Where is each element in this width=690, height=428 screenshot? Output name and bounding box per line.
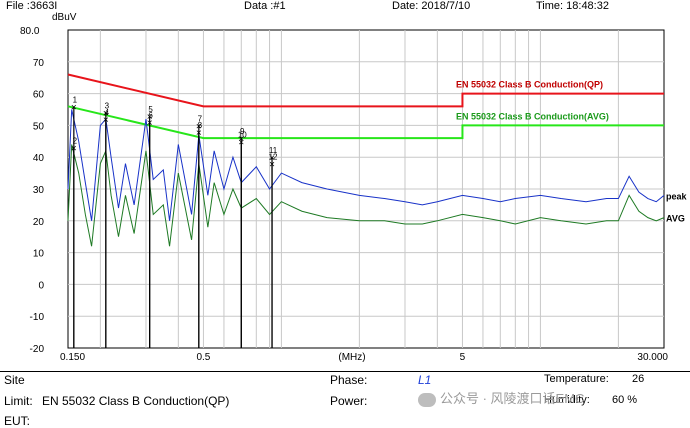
- y-tick-label: 50: [33, 121, 45, 132]
- humidity-label: Humidity:: [544, 394, 590, 406]
- x-tick-label: 0.5: [196, 352, 210, 363]
- marker-cross: ×: [196, 128, 202, 139]
- y-tick-label: 30: [33, 185, 45, 196]
- temperature-label: Temperature:: [544, 373, 609, 385]
- phase-value: L1: [418, 373, 432, 387]
- header-date: Date: 2018/7/10: [392, 0, 471, 12]
- limit-value: EN 55032 Class B Conduction(QP): [42, 394, 230, 408]
- y-tick-label: 10: [33, 249, 45, 260]
- separator: [0, 371, 690, 372]
- marker-cross: ×: [238, 134, 244, 145]
- limit-line: [67, 105, 664, 140]
- phase-label: Phase:: [330, 373, 368, 387]
- watermark-text: 公众号 · 风陵渡口话EMC: [440, 391, 585, 406]
- temperature-value: 26: [632, 373, 645, 385]
- x-tick-label: 30.000: [637, 352, 668, 363]
- y-tick-label: -10: [30, 312, 45, 323]
- marker-cross: ×: [196, 121, 202, 132]
- power-label: Power:: [330, 394, 368, 408]
- eut-label: EUT:: [4, 414, 31, 428]
- marker-label: 12: [269, 153, 278, 162]
- series-line: [67, 109, 665, 221]
- marker-cross: ×: [147, 118, 153, 129]
- humidity-value: 60 %: [612, 394, 638, 406]
- marker-cross: ×: [269, 153, 275, 164]
- series-line: [67, 144, 665, 247]
- wechat-icon: [418, 392, 436, 407]
- marker-label: 10: [238, 130, 247, 139]
- marker-cross: ×: [269, 160, 275, 171]
- series-label: AVG: [666, 214, 685, 224]
- header-file: File :3663I: [6, 0, 58, 12]
- x-tick-label: 5: [460, 352, 466, 363]
- marker-label: 6: [148, 111, 153, 120]
- limit-line-label: EN 55032 Class B Conduction(QP): [456, 80, 603, 90]
- limit-line-label: EN 55032 Class B Conduction(AVG): [456, 111, 609, 121]
- marker-label: 4: [105, 108, 110, 117]
- markers: ×1×2×3×4 ×5×6×7×8×9×10×11×12: [71, 95, 278, 348]
- y-tick-label: 60: [33, 90, 45, 101]
- marker-label: 7: [198, 114, 203, 123]
- emc-chart: EN 55032 Class B Conduction(QP) EN 55032 …: [20, 12, 688, 363]
- series-lines: peak AVG: [67, 109, 688, 247]
- y-tick-label: 20: [33, 217, 45, 228]
- marker-label: 9: [240, 127, 245, 136]
- marker-cross: ×: [71, 102, 77, 113]
- y-tick-label: 40: [33, 153, 45, 164]
- limit-label: Limit:: [4, 394, 33, 408]
- marker-cross: ×: [103, 109, 109, 120]
- marker-label: 2: [73, 137, 78, 146]
- limit-line: [67, 73, 664, 108]
- marker-label: 3: [105, 102, 110, 111]
- marker-cross: ×: [103, 115, 109, 126]
- series-label: peak: [666, 191, 688, 201]
- marker-cross: ×: [238, 137, 244, 148]
- y-tick-label: 70: [33, 58, 45, 69]
- marker-cross: ×: [147, 112, 153, 123]
- watermark: 公众号 · 风陵渡口话EMC: [418, 388, 584, 407]
- marker-cross: ×: [71, 144, 77, 155]
- x-tick-label: 0.150: [60, 352, 85, 363]
- marker-label: 11: [269, 146, 278, 155]
- marker-label: 8: [198, 121, 203, 130]
- axis-labels: 80.0 70 60 50 40 30 20 10 0 -10 -20 dBuV 0.150 0.5 5 30…: [20, 12, 668, 363]
- limit-lines: EN 55032 Class B Conduction(QP) EN 55032 …: [67, 73, 664, 140]
- y-tick-label: 0: [38, 280, 44, 291]
- header-data: Data :#1: [244, 0, 286, 12]
- x-axis-label: (MHz): [338, 352, 365, 363]
- y-axis-label: dBuV: [52, 12, 77, 23]
- site-label: Site: [4, 373, 25, 387]
- y-tick-label: 80.0: [20, 26, 40, 37]
- header-time: Time: 18:48:32: [536, 0, 609, 12]
- marker-label: 1: [73, 95, 78, 104]
- y-tick-label: -20: [30, 344, 45, 355]
- marker-label: 5: [148, 105, 153, 114]
